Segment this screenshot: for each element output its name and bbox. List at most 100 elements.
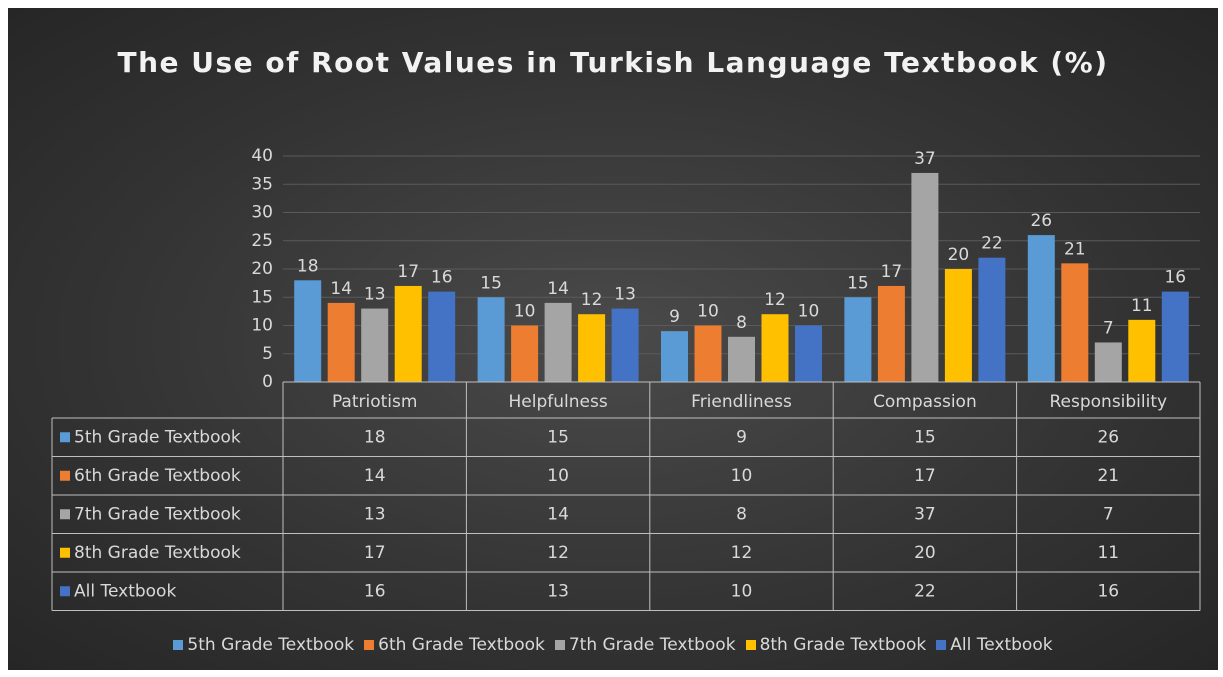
bar	[911, 172, 939, 382]
legend-swatch	[554, 640, 565, 650]
legend-swatch	[745, 640, 756, 650]
table-cell: 18	[364, 427, 386, 447]
table-cell: 8	[736, 504, 747, 524]
legend-swatch	[936, 640, 947, 650]
table-cell: 9	[736, 427, 747, 447]
table-cell: 15	[547, 427, 569, 447]
data-label: 16	[431, 268, 453, 288]
x-tick-label: Patriotism	[332, 392, 418, 412]
table-row-label: 6th Grade Textbook	[74, 466, 241, 486]
data-label: 10	[798, 302, 820, 322]
bar	[294, 280, 322, 382]
x-tick-label: Compassion	[873, 392, 977, 412]
table-cell: 7	[1103, 504, 1114, 524]
x-tick-label: Helpfulness	[509, 392, 608, 412]
data-label: 21	[1064, 239, 1086, 259]
data-label: 12	[581, 290, 603, 310]
legend-item: 6th Grade Textbook	[364, 635, 545, 655]
table-legend-key	[60, 586, 70, 597]
table-cell: 17	[364, 543, 386, 563]
table-cell: 12	[547, 543, 569, 563]
bar	[795, 325, 822, 382]
table-cell: 20	[914, 543, 936, 563]
data-label: 8	[736, 313, 747, 333]
table-cell: 15	[914, 427, 936, 447]
table-row-label: 8th Grade Textbook	[74, 543, 241, 563]
legend-item: 5th Grade Textbook	[173, 635, 354, 655]
bar	[477, 297, 505, 382]
table-cell: 13	[364, 504, 386, 524]
data-label: 18	[297, 256, 319, 276]
data-label: 14	[330, 279, 352, 299]
data-label: 15	[480, 273, 502, 293]
table-legend-key	[60, 509, 70, 520]
bar	[978, 257, 1006, 382]
data-label: 7	[1103, 318, 1114, 338]
legend: 5th Grade Textbook 6th Grade Textbook 7th …	[8, 635, 1218, 655]
data-label: 10	[697, 302, 719, 322]
table-row-label: 7th Grade Textbook	[74, 504, 241, 524]
table-cell: 37	[914, 504, 936, 524]
bar	[361, 308, 389, 382]
table-row-label: 5th Grade Textbook	[74, 427, 241, 447]
bar	[1128, 319, 1156, 382]
bar	[694, 325, 722, 382]
x-tick-label: Responsibility	[1049, 392, 1167, 412]
table-legend-key	[60, 432, 70, 443]
data-label: 22	[981, 234, 1003, 254]
bar	[761, 314, 789, 382]
table-cell: 14	[364, 466, 386, 486]
data-label: 13	[614, 285, 636, 305]
bar	[661, 331, 688, 382]
y-tick-label: 15	[251, 287, 273, 307]
bar	[1161, 291, 1189, 382]
y-tick-label: 10	[251, 316, 273, 336]
data-label: 14	[547, 279, 569, 299]
bar	[1027, 235, 1055, 382]
table-cell: 10	[731, 466, 753, 486]
bar	[1061, 263, 1089, 382]
legend-label: 8th Grade Textbook	[759, 635, 927, 655]
bar	[877, 285, 905, 382]
legend-label: 6th Grade Textbook	[378, 635, 545, 655]
legend-item: 7th Grade Textbook	[554, 635, 736, 655]
data-label: 11	[1131, 296, 1153, 316]
legend-label: 7th Grade Textbook	[568, 635, 736, 655]
bar	[544, 302, 572, 382]
table-cell: 16	[364, 581, 386, 601]
data-label: 10	[514, 302, 536, 322]
bar	[844, 297, 872, 382]
data-label: 17	[397, 262, 419, 282]
bar	[611, 308, 639, 382]
table-legend-key	[60, 470, 70, 481]
legend-item: All Textbook	[936, 635, 1053, 655]
data-label: 9	[669, 307, 680, 327]
y-tick-label: 25	[251, 231, 273, 251]
x-tick-label: Friendliness	[691, 392, 792, 412]
data-label: 16	[1164, 268, 1186, 288]
table-row-label: All Textbook	[74, 581, 176, 601]
table-cell: 17	[914, 466, 936, 486]
data-label: 26	[1030, 211, 1052, 231]
legend-label: All Textbook	[950, 635, 1053, 655]
legend-item: 8th Grade Textbook	[745, 635, 927, 655]
table-cell: 12	[731, 543, 753, 563]
y-tick-label: 40	[251, 146, 273, 166]
y-tick-label: 20	[251, 259, 273, 279]
y-tick-label: 0	[262, 372, 273, 392]
bar	[1094, 342, 1122, 382]
data-label: 13	[364, 285, 386, 305]
table-cell: 14	[547, 504, 569, 524]
chart: The Use of Root Values in Turkish Langua…	[8, 8, 1218, 670]
table-cell: 10	[731, 581, 753, 601]
plot: 0 5 10 15 20 25 30 35 40 18 14 13 17 16 15 10 14 12 13 9 10 8…	[51, 146, 1201, 611]
bar	[394, 285, 422, 382]
bar	[578, 314, 606, 382]
data-label: 17	[881, 262, 903, 282]
data-label: 12	[764, 290, 786, 310]
table-cell: 22	[914, 581, 936, 601]
bar	[511, 325, 539, 382]
table-cell: 13	[547, 581, 569, 601]
table-cell: 11	[1097, 543, 1119, 563]
data-label: 37	[914, 149, 936, 169]
